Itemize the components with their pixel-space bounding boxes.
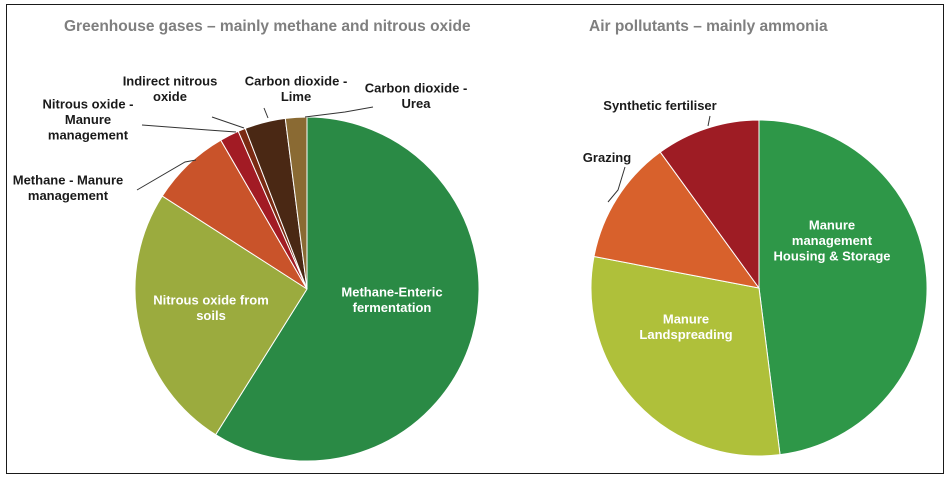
pie-slice-methane-enteric-fermentation — [214, 116, 480, 462]
slice-label-methane-manure-management: Methane - Manure management — [13, 172, 124, 203]
leader-line-indirect-nitrous-oxide — [211, 116, 245, 129]
pie-slice-nitrous-oxide-from-soils — [134, 195, 308, 436]
slice-label-carbon-dioxide-urea: Carbon dioxide -Urea — [365, 80, 468, 111]
chart-title-air-pollutants: Air pollutants – mainly ammonia — [589, 18, 828, 35]
leader-line-carbon-dioxide-urea — [304, 106, 374, 118]
slice-label-grazing: Grazing — [583, 150, 631, 165]
leader-line-synthetic-fertiliser — [707, 115, 711, 127]
slice-label-manure-management-housing-storage: Manure management Housing & Storage — [773, 218, 890, 264]
slice-label-methane-enteric-fermentation: Methane-Enteric fermentation — [341, 284, 442, 315]
leader-line-methane-manure-management — [136, 159, 197, 191]
leader-line-nitrous-oxide-manure-management — [141, 124, 237, 133]
pie-slice-manure-landspreading — [590, 255, 781, 457]
slice-label-nitrous-oxide-manure-management: Nitrous oxide -Manure management — [42, 97, 133, 143]
leader-lines — [136, 106, 711, 203]
slice-label-nitrous-oxide-from-soils: Nitrous oxide from soils — [153, 292, 269, 323]
leader-line-carbon-dioxide-lime — [263, 107, 269, 119]
slice-label-carbon-dioxide-lime: Carbon dioxide -Lime — [245, 73, 348, 104]
pie-slice-synthetic-fertiliser — [659, 119, 760, 290]
slice-label-indirect-nitrous-oxide: Indirect nitrous oxide — [123, 73, 218, 104]
slice-label-synthetic-fertiliser: Synthetic fertiliser — [603, 98, 716, 113]
leader-line-grazing — [607, 166, 626, 203]
pie-greenhouse-gases — [134, 116, 480, 462]
slice-label-manure-landspreading: Manure Landspreading — [639, 311, 732, 342]
pie-slice-grazing — [593, 151, 761, 289]
slice-labels: Methane-Enteric fermentation Nitrous oxide… — [13, 73, 891, 342]
pie-air-pollutants — [590, 119, 928, 457]
chart-title-greenhouse-gases: Greenhouse gases – mainly methane and ni… — [64, 18, 471, 35]
pie-slice-manure-management-housing-storage — [758, 119, 928, 456]
